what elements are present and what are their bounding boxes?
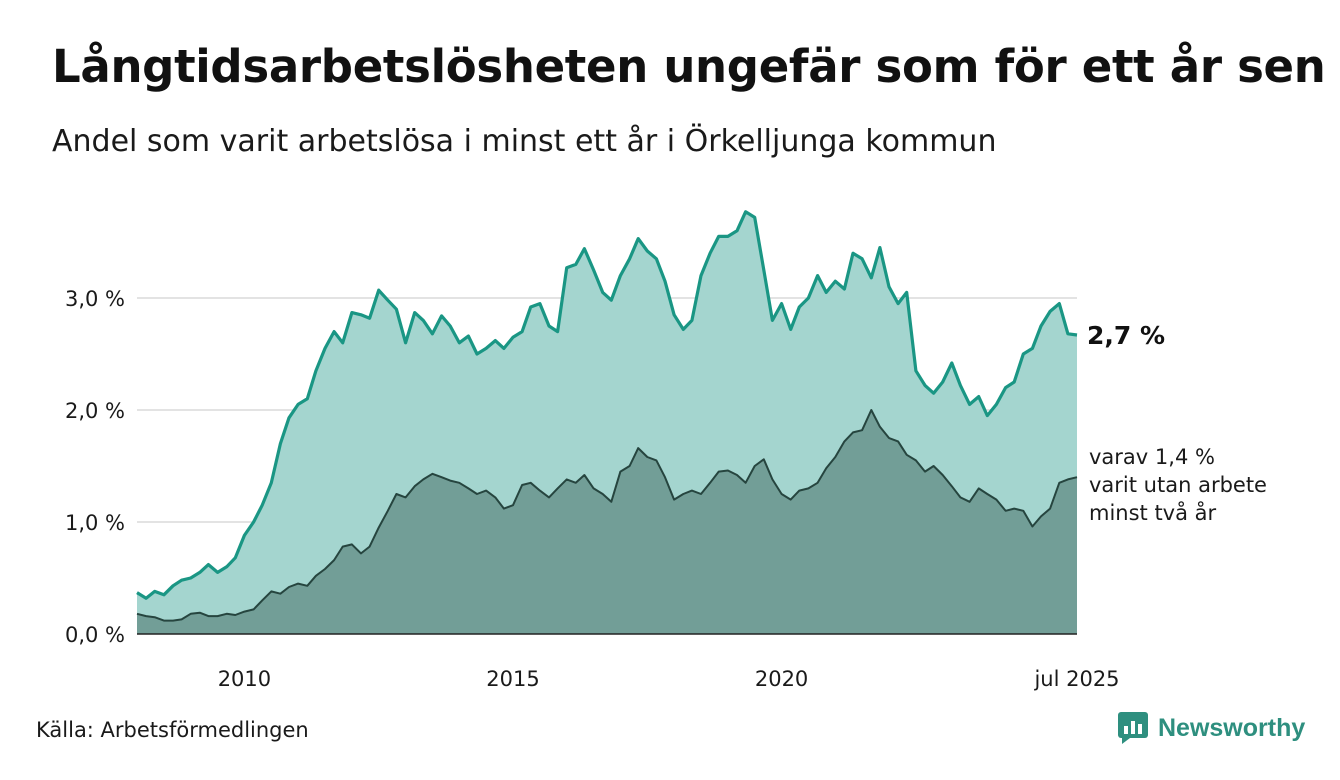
chart-subtitle: Andel som varit arbetslösa i minst ett å… — [52, 124, 997, 159]
y-tick-label: 1,0 % — [65, 511, 125, 535]
y-tick-label: 0,0 % — [65, 623, 125, 647]
x-tick-label: 2015 — [486, 667, 539, 691]
chart-areas — [136, 210, 1078, 635]
end-label-two-years-line: varav 1,4 % — [1089, 445, 1215, 469]
source-text: Källa: Arbetsförmedlingen — [36, 718, 309, 742]
x-tick-label: jul 2025 — [1033, 667, 1119, 691]
end-label-two-years-line: minst två år — [1089, 500, 1217, 525]
end-label-two-years-line: varit utan arbete — [1089, 473, 1267, 497]
x-tick-label: 2020 — [755, 667, 808, 691]
line-total — [136, 210, 1078, 600]
y-tick-label: 2,0 % — [65, 399, 125, 423]
brand-logo: Newsworthy — [1118, 712, 1305, 744]
newsworthy-logo-icon — [1118, 712, 1148, 744]
y-tick-label: 3,0 % — [65, 287, 125, 311]
end-label-total: 2,7 % — [1087, 321, 1165, 350]
x-tick-label: 2010 — [218, 667, 271, 691]
chart-axes: 0,0 % 1,0 % 2,0 % 3,0 % 2010 2015 2020 jul 2025 — [65, 287, 1120, 691]
area-two_years — [137, 410, 1077, 634]
line-two_years — [136, 409, 1078, 622]
chart-title: Långtidsarbetslösheten ungefär som för e… — [52, 40, 1326, 93]
chart-end-labels: 2,7 % varav 1,4 % varit utan arbete minst t… — [1087, 321, 1267, 525]
brand-name: Newsworthy — [1158, 713, 1306, 742]
